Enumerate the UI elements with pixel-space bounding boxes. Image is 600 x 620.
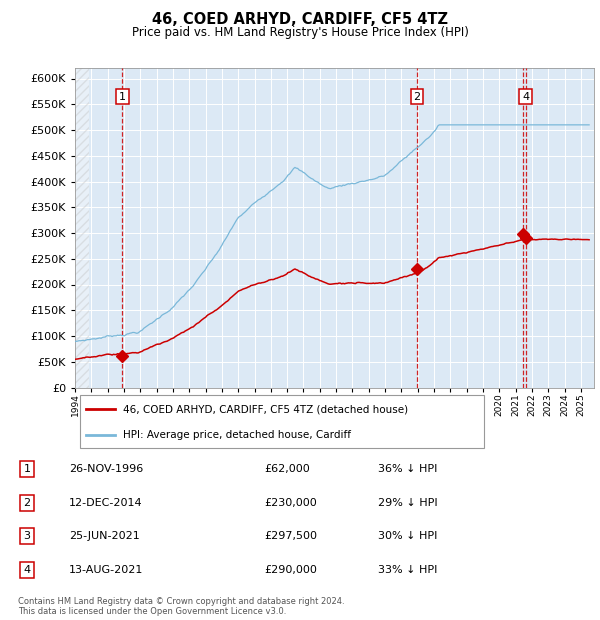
Text: This data is licensed under the Open Government Licence v3.0.: This data is licensed under the Open Gov…	[18, 607, 286, 616]
Text: HPI: Average price, detached house, Cardiff: HPI: Average price, detached house, Card…	[123, 430, 351, 440]
Text: 46, COED ARHYD, CARDIFF, CF5 4TZ (detached house): 46, COED ARHYD, CARDIFF, CF5 4TZ (detach…	[123, 404, 408, 414]
Text: 30% ↓ HPI: 30% ↓ HPI	[378, 531, 437, 541]
Text: Contains HM Land Registry data © Crown copyright and database right 2024.: Contains HM Land Registry data © Crown c…	[18, 597, 344, 606]
Text: 25-JUN-2021: 25-JUN-2021	[69, 531, 140, 541]
FancyBboxPatch shape	[80, 395, 484, 448]
Text: 4: 4	[23, 565, 31, 575]
Text: £290,000: £290,000	[264, 565, 317, 575]
Text: 26-NOV-1996: 26-NOV-1996	[69, 464, 143, 474]
Text: 36% ↓ HPI: 36% ↓ HPI	[378, 464, 437, 474]
Text: 1: 1	[119, 92, 126, 102]
Text: 33% ↓ HPI: 33% ↓ HPI	[378, 565, 437, 575]
Text: 12-DEC-2014: 12-DEC-2014	[69, 498, 143, 508]
Text: 46, COED ARHYD, CARDIFF, CF5 4TZ: 46, COED ARHYD, CARDIFF, CF5 4TZ	[152, 12, 448, 27]
Text: 3: 3	[23, 531, 31, 541]
Text: £62,000: £62,000	[264, 464, 310, 474]
Text: 29% ↓ HPI: 29% ↓ HPI	[378, 498, 437, 508]
Text: 1: 1	[23, 464, 31, 474]
Text: £297,500: £297,500	[264, 531, 317, 541]
Text: £230,000: £230,000	[264, 498, 317, 508]
Text: 4: 4	[522, 92, 529, 102]
Text: Price paid vs. HM Land Registry's House Price Index (HPI): Price paid vs. HM Land Registry's House …	[131, 26, 469, 39]
Text: 2: 2	[23, 498, 31, 508]
Bar	[75, 68, 89, 388]
Text: 2: 2	[413, 92, 421, 102]
Text: 13-AUG-2021: 13-AUG-2021	[69, 565, 143, 575]
